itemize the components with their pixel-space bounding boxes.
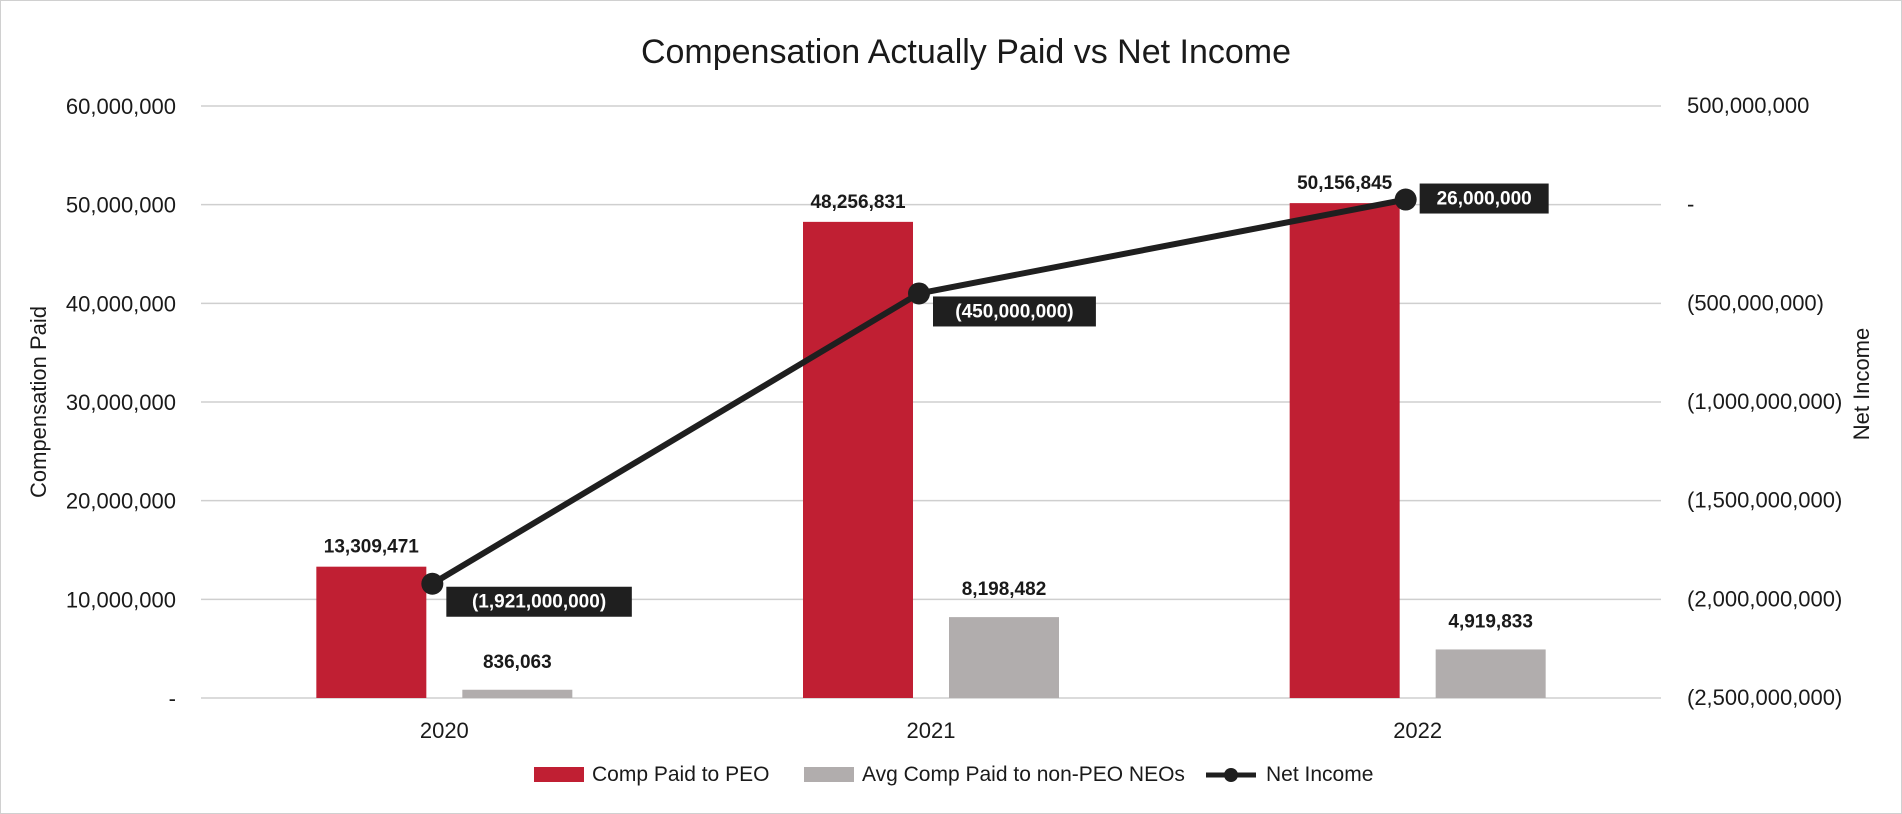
y-tick-label: 20,000,000 xyxy=(66,489,176,514)
bar-avg-comp-neo xyxy=(1435,649,1546,698)
y2-tick-label: (1,000,000,000) xyxy=(1687,389,1842,414)
y2-axis-label: Net Income xyxy=(1849,328,1874,441)
bar-avg-comp-neo xyxy=(949,617,1059,698)
legend-label-avg-comp-neo: Avg Comp Paid to non-PEO NEOs xyxy=(862,763,1185,786)
net-income-value-label: (450,000,000) xyxy=(955,301,1073,322)
net-income-value-label: (1,921,000,000) xyxy=(472,592,606,613)
legend-label-net-income: Net Income xyxy=(1266,763,1373,786)
bar-comp-peo xyxy=(316,566,427,698)
x-tick-label: 2021 xyxy=(907,718,956,743)
chart-title: Compensation Actually Paid vs Net Income xyxy=(641,33,1291,71)
net-income-point xyxy=(1394,188,1417,211)
y2-tick-label: (2,500,000,000) xyxy=(1687,685,1842,710)
y-tick-label: - xyxy=(169,686,176,711)
bar-value-label: 13,309,471 xyxy=(324,537,420,558)
legend-swatch-avg-comp-neo xyxy=(804,767,854,782)
net-income-point xyxy=(421,572,444,595)
y-axis-label: Compensation Paid xyxy=(26,306,51,498)
bar-value-label: 50,156,845 xyxy=(1297,173,1393,194)
bar-comp-peo xyxy=(1289,203,1400,698)
y2-tick-label: 500,000,000 xyxy=(1687,93,1809,118)
y-tick-label: 10,000,000 xyxy=(66,587,176,612)
y-tick-label: 60,000,000 xyxy=(66,94,176,119)
bar-value-label: 836,063 xyxy=(483,652,552,673)
legend-swatch-comp-peo xyxy=(534,767,584,782)
legend-label-comp-peo: Comp Paid to PEO xyxy=(592,763,769,786)
y2-tick-label: (2,000,000,000) xyxy=(1687,586,1842,611)
x-tick-label: 2022 xyxy=(1393,718,1442,743)
legend-marker-net-income xyxy=(1224,768,1238,782)
bar-value-label: 48,256,831 xyxy=(810,192,906,213)
y-tick-label: 30,000,000 xyxy=(66,390,176,415)
bar-avg-comp-neo xyxy=(462,689,573,698)
net-income-line xyxy=(430,196,1407,587)
x-tick-label: 2020 xyxy=(420,718,469,743)
bar-value-label: 4,919,833 xyxy=(1448,611,1533,632)
y-tick-label: 50,000,000 xyxy=(66,193,176,218)
bar-value-label: 8,198,482 xyxy=(962,579,1047,600)
net-income-label-box xyxy=(933,296,1096,327)
net-income-label-box xyxy=(1419,183,1549,214)
net-income-value-label: 26,000,000 xyxy=(1437,189,1532,210)
y2-tick-label: - xyxy=(1687,192,1694,217)
y-tick-label: 40,000,000 xyxy=(66,291,176,316)
net-income-label-box xyxy=(446,586,632,617)
bar-comp-peo xyxy=(803,221,913,698)
net-income-point xyxy=(908,282,930,305)
y2-tick-label: (1,500,000,000) xyxy=(1687,488,1842,513)
y2-tick-label: (500,000,000) xyxy=(1687,290,1824,315)
